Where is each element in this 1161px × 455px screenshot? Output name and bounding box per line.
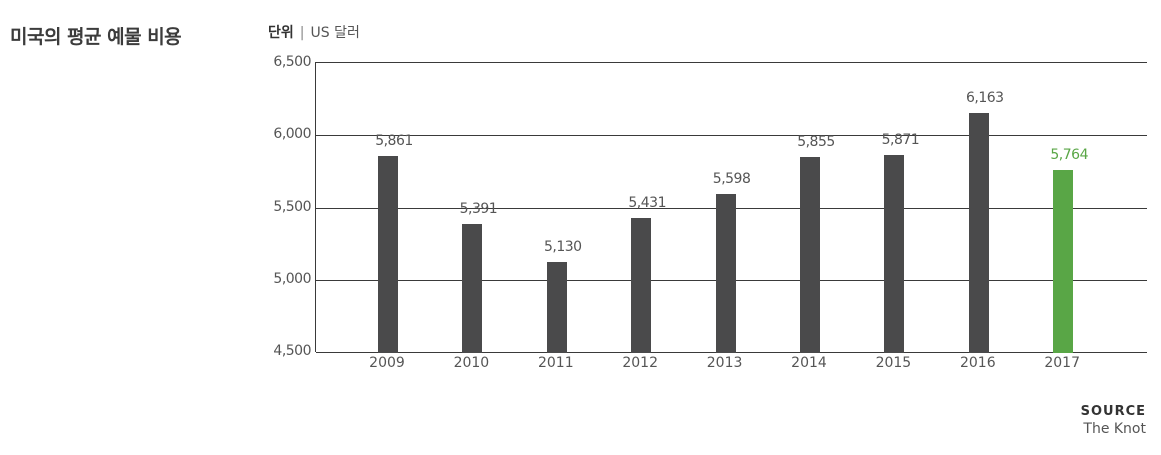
x-tick-label: 2013 [706, 355, 743, 371]
value-label: 5,598 [712, 171, 751, 188]
unit-value: US 달러 [310, 25, 360, 41]
source-note: SOURCE The Knot [1081, 404, 1146, 437]
value-label: 5,861 [375, 133, 413, 150]
y-tick-label: 5,500 [273, 198, 311, 215]
x-tick-label: 2017 [1044, 355, 1081, 371]
source-label: SOURCE [1080, 404, 1146, 419]
bar-2013 [715, 194, 736, 353]
plot-area: 5,861 5,391 5,130 5,431 5,598 5,855 5,871 6,163… [315, 62, 1147, 353]
value-label: 5,391 [459, 201, 498, 218]
y-tick-label: 6,500 [273, 54, 311, 70]
value-label: 5,431 [628, 195, 666, 212]
unit-separator: | [299, 25, 305, 41]
x-tick-label: 2011 [537, 355, 574, 371]
x-tick-label: 2010 [453, 355, 490, 371]
value-label: 5,871 [881, 131, 920, 148]
y-tick-label: 4,500 [273, 343, 311, 359]
y-tick-label: 5,000 [273, 270, 311, 287]
y-tick-label: 6,000 [273, 126, 311, 143]
x-tick-label: 2016 [959, 355, 996, 371]
gridline [316, 135, 1147, 137]
x-tick-label: 2009 [369, 355, 405, 371]
value-label: 5,130 [544, 238, 582, 255]
bar-2009 [378, 156, 398, 353]
chart-title: 미국의 평균 예물 비용 [10, 26, 182, 48]
bar-2014 [800, 157, 820, 353]
bar-2010 [462, 224, 483, 353]
value-label: 6,163 [966, 89, 1004, 106]
x-tick-label: 2014 [791, 355, 827, 371]
value-label: 5,855 [797, 134, 835, 151]
source-value: The Knot [1083, 421, 1146, 437]
bar-2015 [884, 154, 905, 353]
value-label: 5,764 [1050, 147, 1088, 164]
bar-2017 [1053, 170, 1074, 353]
x-tick-label: 2012 [622, 355, 659, 371]
x-tick-label: 2015 [875, 355, 912, 371]
bar-2016 [968, 112, 989, 353]
unit-label: 단위 [268, 25, 294, 41]
bar-2012 [631, 218, 652, 353]
unit-caption: 단위 | US 달러 [268, 22, 360, 42]
bar-2011 [546, 261, 567, 353]
